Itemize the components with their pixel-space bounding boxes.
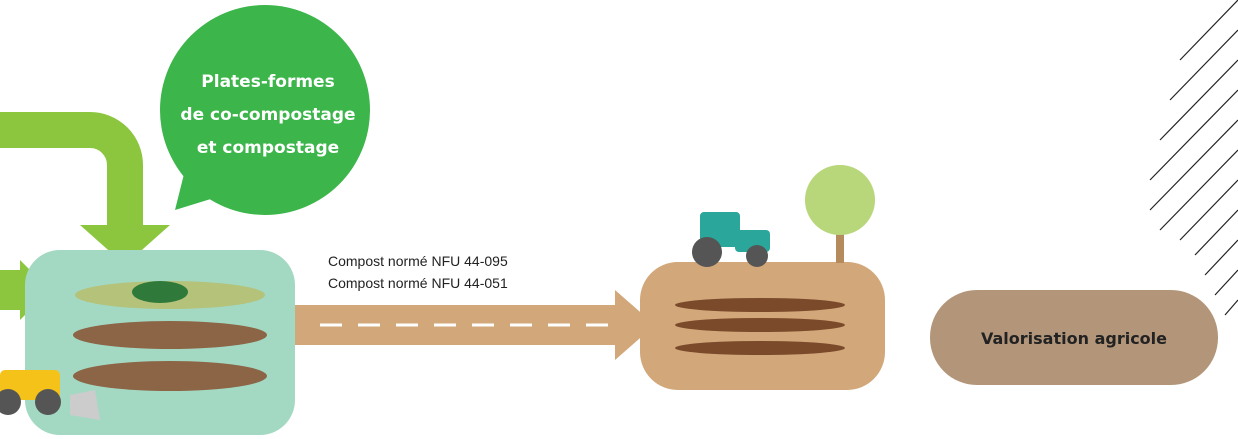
valorisation-pill: Valorisation agricole (930, 290, 1218, 385)
field (640, 165, 885, 390)
diagram: Plates-formes de co-compostage et compos… (0, 0, 1238, 439)
brown-road (295, 290, 655, 360)
pill-label: Valorisation agricole (981, 329, 1167, 348)
hatching (1150, 0, 1238, 315)
bubble-line: et compostage (197, 138, 339, 158)
platform (0, 250, 295, 435)
speech-bubble: Plates-formes de co-compostage et compos… (160, 5, 370, 215)
bubble-line: Plates-formes (201, 72, 334, 92)
bubble-line: de co-compostage (180, 105, 355, 125)
compost-label: Compost normé NFU 44-051 (328, 275, 508, 291)
compost-label: Compost normé NFU 44-095 (328, 253, 508, 269)
